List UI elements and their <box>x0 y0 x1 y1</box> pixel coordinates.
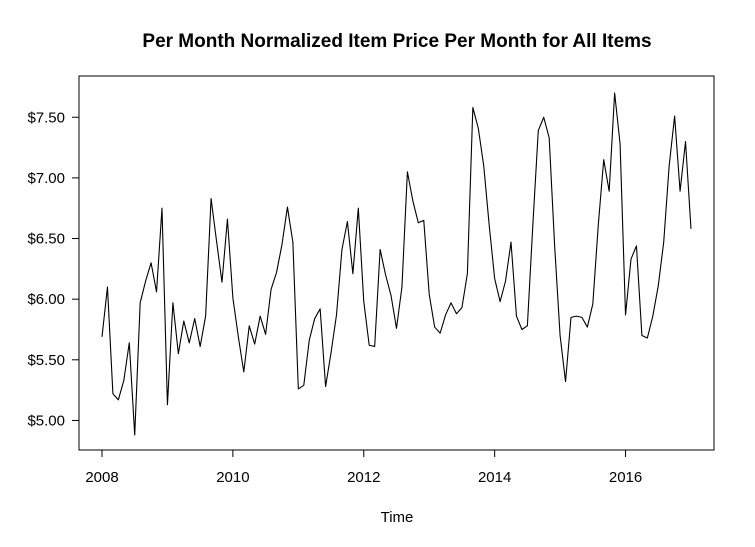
y-tick-label: $5.50 <box>27 352 65 369</box>
y-tick-label: $7.50 <box>27 109 65 126</box>
y-tick-label: $7.00 <box>27 170 65 187</box>
y-tick-label: $6.50 <box>27 231 65 248</box>
plot-frame <box>78 75 715 451</box>
x-tick-label: 2016 <box>609 469 642 486</box>
x-tick-label: 2010 <box>216 469 249 486</box>
y-tick-label: $5.00 <box>27 412 65 429</box>
y-axis: $5.00 $5.50 $6.00 $6.50 $7.00 $7.50 <box>27 109 79 429</box>
x-tick-label: 2008 <box>85 469 118 486</box>
series-layer <box>101 92 692 436</box>
chart-title: Per Month Normalized Item Price Per Mont… <box>142 31 651 52</box>
x-axis: 2008 2010 2012 2014 2016 <box>85 450 642 486</box>
y-tick-label: $6.00 <box>27 291 65 308</box>
series-line <box>101 92 692 436</box>
x-tick-label: 2012 <box>347 469 380 486</box>
x-tick-label: 2014 <box>478 469 511 486</box>
x-axis-label: Time <box>381 509 414 526</box>
